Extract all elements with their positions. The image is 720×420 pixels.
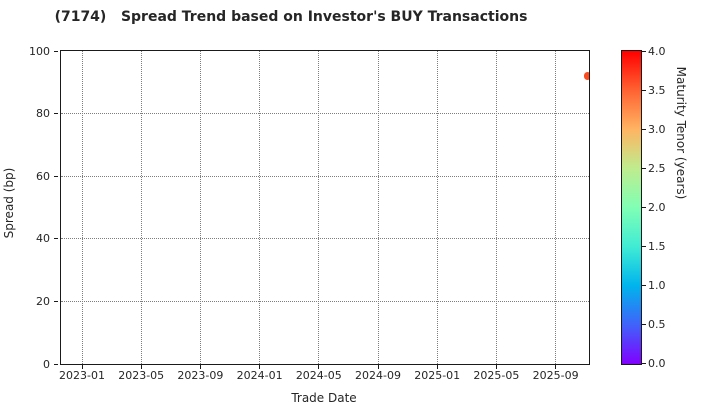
y-gridline <box>61 300 589 302</box>
colorbar-tick-label: 3.0 <box>648 122 666 136</box>
y-tick-label: 20 <box>36 294 50 308</box>
colorbar-tick-label: 0.5 <box>648 318 666 332</box>
x-tick-label: 2023-09 <box>177 369 224 382</box>
plot-area <box>60 50 590 365</box>
y-tick-label: 0 <box>43 357 50 371</box>
colorbar-tick-label: 2.5 <box>648 161 666 175</box>
x-tick-label: 2024-01 <box>236 369 283 382</box>
colorbar-tick-mark <box>642 89 646 91</box>
y-tick-mark <box>54 363 58 365</box>
colorbar-tick-mark <box>642 128 646 130</box>
y-tick-mark <box>54 238 58 240</box>
x-tick-label: 2023-05 <box>118 369 165 382</box>
x-gridline <box>81 51 83 364</box>
x-tick-label: 2025-09 <box>532 369 579 382</box>
chart-title: (7174) Spread Trend based on Investor's … <box>54 9 528 25</box>
x-tick-label: 2025-05 <box>473 369 520 382</box>
y-tick-mark <box>54 300 58 302</box>
x-tick-mark <box>140 365 142 369</box>
x-tick-mark <box>377 365 379 369</box>
y-tick-label: 80 <box>36 107 50 121</box>
y-gridline <box>61 238 589 240</box>
colorbar-tick-mark <box>642 50 646 52</box>
y-tick-label: 40 <box>36 232 50 246</box>
scatter-point <box>583 72 589 80</box>
x-tick-mark <box>318 365 320 369</box>
x-tick-mark <box>81 365 83 369</box>
colorbar-tick-label: 3.5 <box>648 83 666 97</box>
x-gridline <box>495 51 497 364</box>
colorbar-tick-label: 1.5 <box>648 240 666 254</box>
y-axis-label: Spread (bp) <box>2 167 16 239</box>
colorbar-tick-mark <box>642 167 646 169</box>
colorbar-tick-mark <box>642 324 646 326</box>
colorbar-label: Maturity Tenor (years) <box>674 66 688 200</box>
colorbar-tick-mark <box>642 207 646 208</box>
x-tick-mark <box>495 365 497 369</box>
x-tick-label: 2023-01 <box>59 369 105 382</box>
x-gridline <box>259 51 261 364</box>
y-tick-mark <box>54 113 58 115</box>
colorbar-tick-mark <box>642 285 646 287</box>
colorbar-tick-label: 2.0 <box>648 201 666 214</box>
x-tick-mark <box>436 365 438 369</box>
x-gridline <box>199 51 201 364</box>
colorbar-tick-label: 0.0 <box>648 356 666 370</box>
x-tick-label: 2024-09 <box>355 369 401 382</box>
x-gridline <box>140 51 142 364</box>
x-tick-label: 2025-01 <box>414 369 461 382</box>
x-tick-mark <box>199 365 201 369</box>
y-tick-label: 100 <box>29 44 50 58</box>
colorbar-tick-label: 1.0 <box>648 279 666 293</box>
y-gridline <box>61 113 589 115</box>
x-gridline <box>436 51 438 364</box>
x-gridline <box>555 51 557 364</box>
colorbar <box>621 50 642 365</box>
colorbar-tick-mark <box>642 246 646 248</box>
x-tick-mark <box>259 365 261 369</box>
y-tick-mark <box>54 175 58 177</box>
y-tick-mark <box>54 50 58 52</box>
y-tick-label: 60 <box>36 169 50 183</box>
colorbar-tick-label: 4.0 <box>648 44 666 58</box>
colorbar-tick-mark <box>642 362 646 364</box>
x-gridline <box>318 51 320 364</box>
colorbar-gradient <box>622 51 641 364</box>
x-tick-label: 2024-05 <box>295 369 342 382</box>
x-axis-label: Trade Date <box>291 391 357 405</box>
y-gridline <box>61 175 589 177</box>
x-tick-mark <box>555 365 557 369</box>
x-gridline <box>377 51 379 364</box>
